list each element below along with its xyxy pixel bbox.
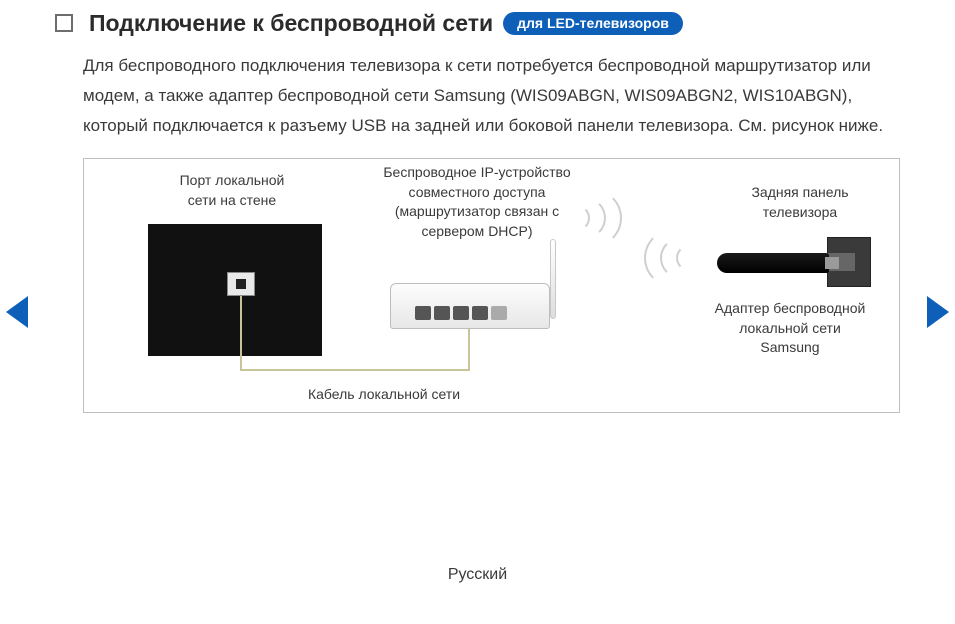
section-header: Подключение к беспроводной сети для LED-… <box>55 10 900 37</box>
prev-page-button[interactable] <box>6 296 28 328</box>
router-graphic <box>390 267 564 329</box>
section-title: Подключение к беспроводной сети <box>89 10 493 37</box>
tv-back-label: Задняя панельтелевизора <box>715 183 885 222</box>
next-page-button[interactable] <box>927 296 949 328</box>
led-badge: для LED-телевизоров <box>503 12 683 35</box>
wifi-signal-icon <box>642 227 702 287</box>
cable-label: Кабель локальной сети <box>264 385 504 405</box>
description-text: Для беспроводного подключения телевизора… <box>83 51 900 140</box>
bullet-icon <box>55 14 73 32</box>
wall-port-label: Порт локальнойсети на стене <box>132 171 332 210</box>
wireless-adapter-graphic <box>717 253 829 273</box>
wifi-signal-icon <box>564 187 624 247</box>
cable-graphic <box>240 369 470 371</box>
connection-diagram: Порт локальнойсети на стене Беспроводное… <box>83 158 900 413</box>
language-label: Русский <box>0 566 955 584</box>
cable-graphic <box>240 296 242 371</box>
lan-jack-graphic <box>227 272 255 296</box>
adapter-label: Адаптер беспроводнойлокальной сетиSamsun… <box>695 299 885 358</box>
antenna-graphic <box>550 239 556 319</box>
